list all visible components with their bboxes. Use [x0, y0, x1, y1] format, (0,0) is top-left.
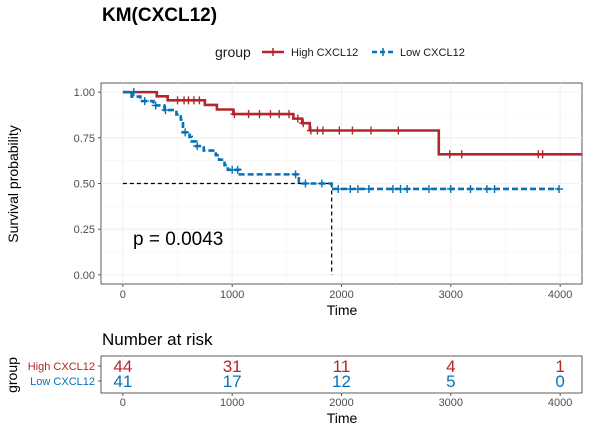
censor-mark-low [424, 184, 433, 193]
censor-mark-high [538, 150, 547, 159]
risk-table-values: 44 31 11 4 141 17 12 5 0 [113, 357, 564, 391]
censor-mark-low [233, 165, 242, 174]
censor-mark-low [346, 184, 355, 193]
censor-mark-low [151, 101, 160, 110]
censor-mark-low [364, 184, 373, 193]
censor-mark-low [466, 184, 475, 193]
plot-grid [101, 83, 582, 284]
censor-mark-low [181, 128, 190, 137]
risk-x-tick-label: 1000 [220, 397, 244, 409]
risk-x-tick-label: 2000 [329, 397, 353, 409]
censor-mark-high [318, 126, 327, 135]
survival-curve-high [122, 90, 582, 156]
censor-mark-low [317, 179, 326, 188]
risk-value: 5 [446, 372, 455, 391]
y-tick-label: 0.25 [74, 224, 95, 236]
censor-mark-high [230, 110, 239, 119]
censor-mark-low [482, 184, 491, 193]
risk-table-grid [122, 356, 561, 393]
risk-table-title: Number at risk [102, 330, 213, 349]
y-axis-ticks: 0.00 0.25 0.50 0.75 1.00 [74, 87, 101, 282]
legend: group High CXCL12 Low CXCL12 [215, 44, 465, 60]
risk-table-strata-labels: High CXCL12 Low CXCL12 [28, 361, 101, 388]
censor-mark-low [140, 97, 149, 106]
censor-mark-low [403, 184, 412, 193]
risk-strata-label: High CXCL12 [28, 361, 95, 373]
y-tick-label: 0.50 [74, 179, 95, 191]
censor-mark-low [129, 88, 138, 97]
legend-item-low: Low CXCL12 [372, 47, 465, 59]
x-axis-title: Time [327, 302, 358, 318]
risk-value: 41 [113, 372, 132, 391]
legend-label-low: Low CXCL12 [400, 47, 465, 59]
chart-title: KM(CXCL12) [102, 5, 217, 26]
x-tick-label: 1000 [220, 289, 244, 301]
censor-mark-low [291, 170, 300, 179]
censor-mark-high [293, 114, 302, 123]
survival-curves [122, 88, 582, 193]
risk-table-x-title: Time [327, 410, 358, 426]
risk-value: 31 [223, 357, 242, 376]
risk-value: 12 [332, 372, 351, 391]
risk-value: 0 [555, 372, 564, 391]
censor-mark-high [266, 110, 275, 119]
y-tick-label: 0.75 [74, 133, 95, 145]
censor-mark-high [348, 126, 357, 135]
censor-mark-high [244, 110, 253, 119]
risk-table-y-title: group [4, 357, 20, 393]
censor-mark-high [299, 119, 308, 128]
censor-mark-low [353, 184, 362, 193]
risk-x-tick-label: 0 [120, 397, 126, 409]
km-plot-panel: 0.00 0.25 0.50 0.75 1.00 0 1000 2000 3000 4000 p… [5, 82, 583, 318]
legend-item-high: High CXCL12 [262, 47, 358, 59]
risk-value: 11 [333, 357, 351, 376]
risk-strata-label: Low CXCL12 [30, 376, 95, 388]
censor-mark-high [275, 110, 284, 119]
risk-table-x-ticks: 0 1000 2000 3000 4000 [120, 393, 572, 409]
risk-value: 44 [113, 357, 132, 376]
censor-mark-high [255, 110, 264, 119]
risk-value: 17 [223, 372, 242, 391]
censor-mark-low [555, 184, 564, 193]
censor-mark-high [445, 150, 454, 159]
y-axis-title: Survival probability [5, 125, 21, 243]
risk-x-tick-label: 3000 [439, 397, 463, 409]
censor-mark-high [285, 110, 294, 119]
risk-value: 4 [446, 357, 455, 376]
censor-mark-low [161, 106, 170, 115]
censor-mark-low [490, 184, 499, 193]
censor-mark-high [457, 150, 466, 159]
x-tick-label: 3000 [439, 289, 463, 301]
x-tick-label: 2000 [329, 289, 353, 301]
risk-value: 1 [555, 357, 564, 376]
median-survival-lines [122, 182, 333, 275]
x-tick-label: 0 [120, 289, 126, 301]
censor-mark-low [301, 179, 310, 188]
legend-label-high: High CXCL12 [291, 47, 358, 59]
censor-mark-low [446, 184, 455, 193]
censor-mark-low [388, 184, 397, 193]
p-value-label: p = 0.0043 [133, 229, 223, 250]
censor-mark-low [334, 184, 343, 193]
y-tick-label: 0.00 [74, 270, 95, 282]
censor-mark-high [335, 126, 344, 135]
censor-mark-high [394, 126, 403, 135]
censor-mark-high [195, 96, 204, 105]
legend-title: group [215, 44, 251, 60]
risk-x-tick-label: 4000 [548, 397, 572, 409]
censor-mark-low [193, 142, 202, 151]
y-tick-label: 1.00 [74, 87, 95, 99]
x-axis-ticks: 0 1000 2000 3000 4000 [120, 284, 572, 301]
x-tick-label: 4000 [548, 289, 572, 301]
risk-table: Number at risk 44 31 11 4 141 17 12 5 0 High CXC… [4, 330, 583, 426]
censor-mark-high [367, 126, 376, 135]
